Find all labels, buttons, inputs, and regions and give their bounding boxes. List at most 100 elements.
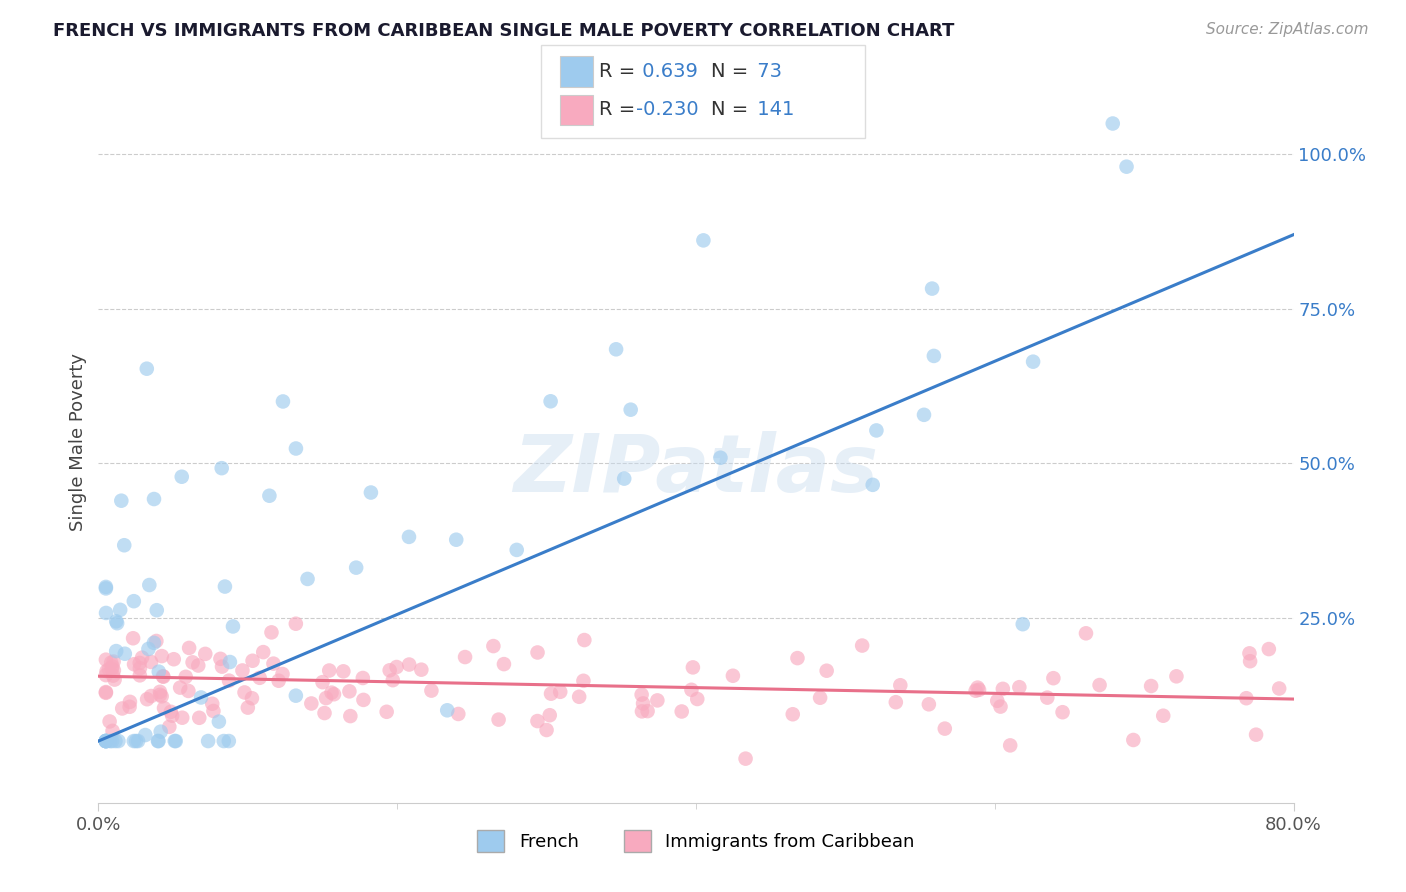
- Point: [1239, 654, 1261, 668]
- Point: [986, 694, 1008, 708]
- Point: [160, 705, 183, 719]
- Point: [94, 668, 117, 682]
- Point: [444, 533, 467, 547]
- Point: [150, 690, 173, 704]
- Point: [339, 709, 361, 723]
- Point: [110, 493, 132, 508]
- Point: [1101, 116, 1123, 130]
- Point: [966, 681, 988, 695]
- Point: [218, 673, 240, 688]
- Point: [922, 349, 945, 363]
- Text: 141: 141: [751, 100, 794, 120]
- Point: [436, 703, 458, 717]
- Point: [211, 659, 233, 673]
- Text: 73: 73: [751, 62, 782, 81]
- Point: [100, 656, 122, 670]
- Point: [506, 542, 529, 557]
- Point: [165, 734, 187, 748]
- Point: [1122, 733, 1144, 747]
- Point: [344, 560, 367, 574]
- Point: [786, 651, 808, 665]
- Point: [197, 734, 219, 748]
- Point: [233, 685, 256, 699]
- Point: [734, 751, 756, 765]
- Point: [188, 711, 211, 725]
- Point: [934, 722, 956, 736]
- Point: [299, 697, 322, 711]
- Point: [172, 711, 194, 725]
- Point: [219, 655, 242, 669]
- Point: [339, 684, 361, 698]
- Point: [538, 708, 561, 723]
- Point: [163, 734, 186, 748]
- Point: [104, 734, 127, 748]
- Point: [181, 656, 204, 670]
- Point: [492, 657, 515, 672]
- Point: [912, 408, 935, 422]
- Point: [1042, 671, 1064, 685]
- Point: [149, 724, 172, 739]
- Point: [631, 697, 654, 711]
- Point: [94, 734, 117, 748]
- Point: [284, 689, 307, 703]
- Point: [94, 734, 117, 748]
- Point: [692, 233, 714, 247]
- Point: [149, 685, 172, 699]
- Point: [129, 661, 152, 675]
- Point: [236, 700, 259, 714]
- Point: [194, 647, 217, 661]
- Point: [150, 649, 173, 664]
- Point: [884, 695, 907, 709]
- Point: [100, 662, 122, 676]
- Point: [94, 734, 117, 748]
- Point: [105, 615, 128, 629]
- Text: ZIPatlas: ZIPatlas: [513, 432, 879, 509]
- Point: [135, 361, 157, 376]
- Point: [709, 450, 731, 465]
- Point: [94, 734, 117, 748]
- Point: [682, 660, 704, 674]
- Point: [94, 685, 117, 699]
- Point: [998, 739, 1021, 753]
- Point: [240, 691, 263, 706]
- Point: [378, 663, 401, 677]
- Point: [211, 461, 233, 475]
- Text: FRENCH VS IMMIGRANTS FROM CARIBBEAN SINGLE MALE POVERTY CORRELATION CHART: FRENCH VS IMMIGRANTS FROM CARIBBEAN SING…: [53, 22, 955, 40]
- Point: [214, 580, 236, 594]
- Point: [111, 701, 134, 715]
- Point: [323, 687, 346, 701]
- Point: [398, 657, 420, 672]
- Point: [630, 688, 652, 702]
- Point: [169, 681, 191, 695]
- Point: [631, 705, 654, 719]
- Point: [138, 578, 160, 592]
- Point: [332, 665, 354, 679]
- Point: [131, 650, 153, 665]
- Point: [112, 538, 135, 552]
- Point: [145, 603, 167, 617]
- Point: [101, 723, 124, 738]
- Point: [385, 660, 408, 674]
- Legend: French, Immigrants from Caribbean: French, Immigrants from Caribbean: [470, 822, 922, 859]
- Point: [314, 706, 336, 720]
- Point: [94, 582, 117, 596]
- Point: [98, 734, 121, 748]
- Point: [152, 669, 174, 683]
- Point: [128, 668, 150, 682]
- Point: [721, 669, 744, 683]
- Point: [526, 645, 548, 659]
- Point: [94, 580, 117, 594]
- Point: [1140, 679, 1163, 693]
- Point: [179, 640, 201, 655]
- Point: [411, 663, 433, 677]
- Point: [967, 682, 990, 697]
- Point: [1036, 690, 1059, 705]
- Point: [271, 394, 294, 409]
- Point: [127, 734, 149, 748]
- Point: [613, 472, 636, 486]
- Point: [1052, 705, 1074, 719]
- Point: [360, 485, 382, 500]
- Point: [114, 647, 136, 661]
- Point: [1234, 691, 1257, 706]
- Point: [187, 658, 209, 673]
